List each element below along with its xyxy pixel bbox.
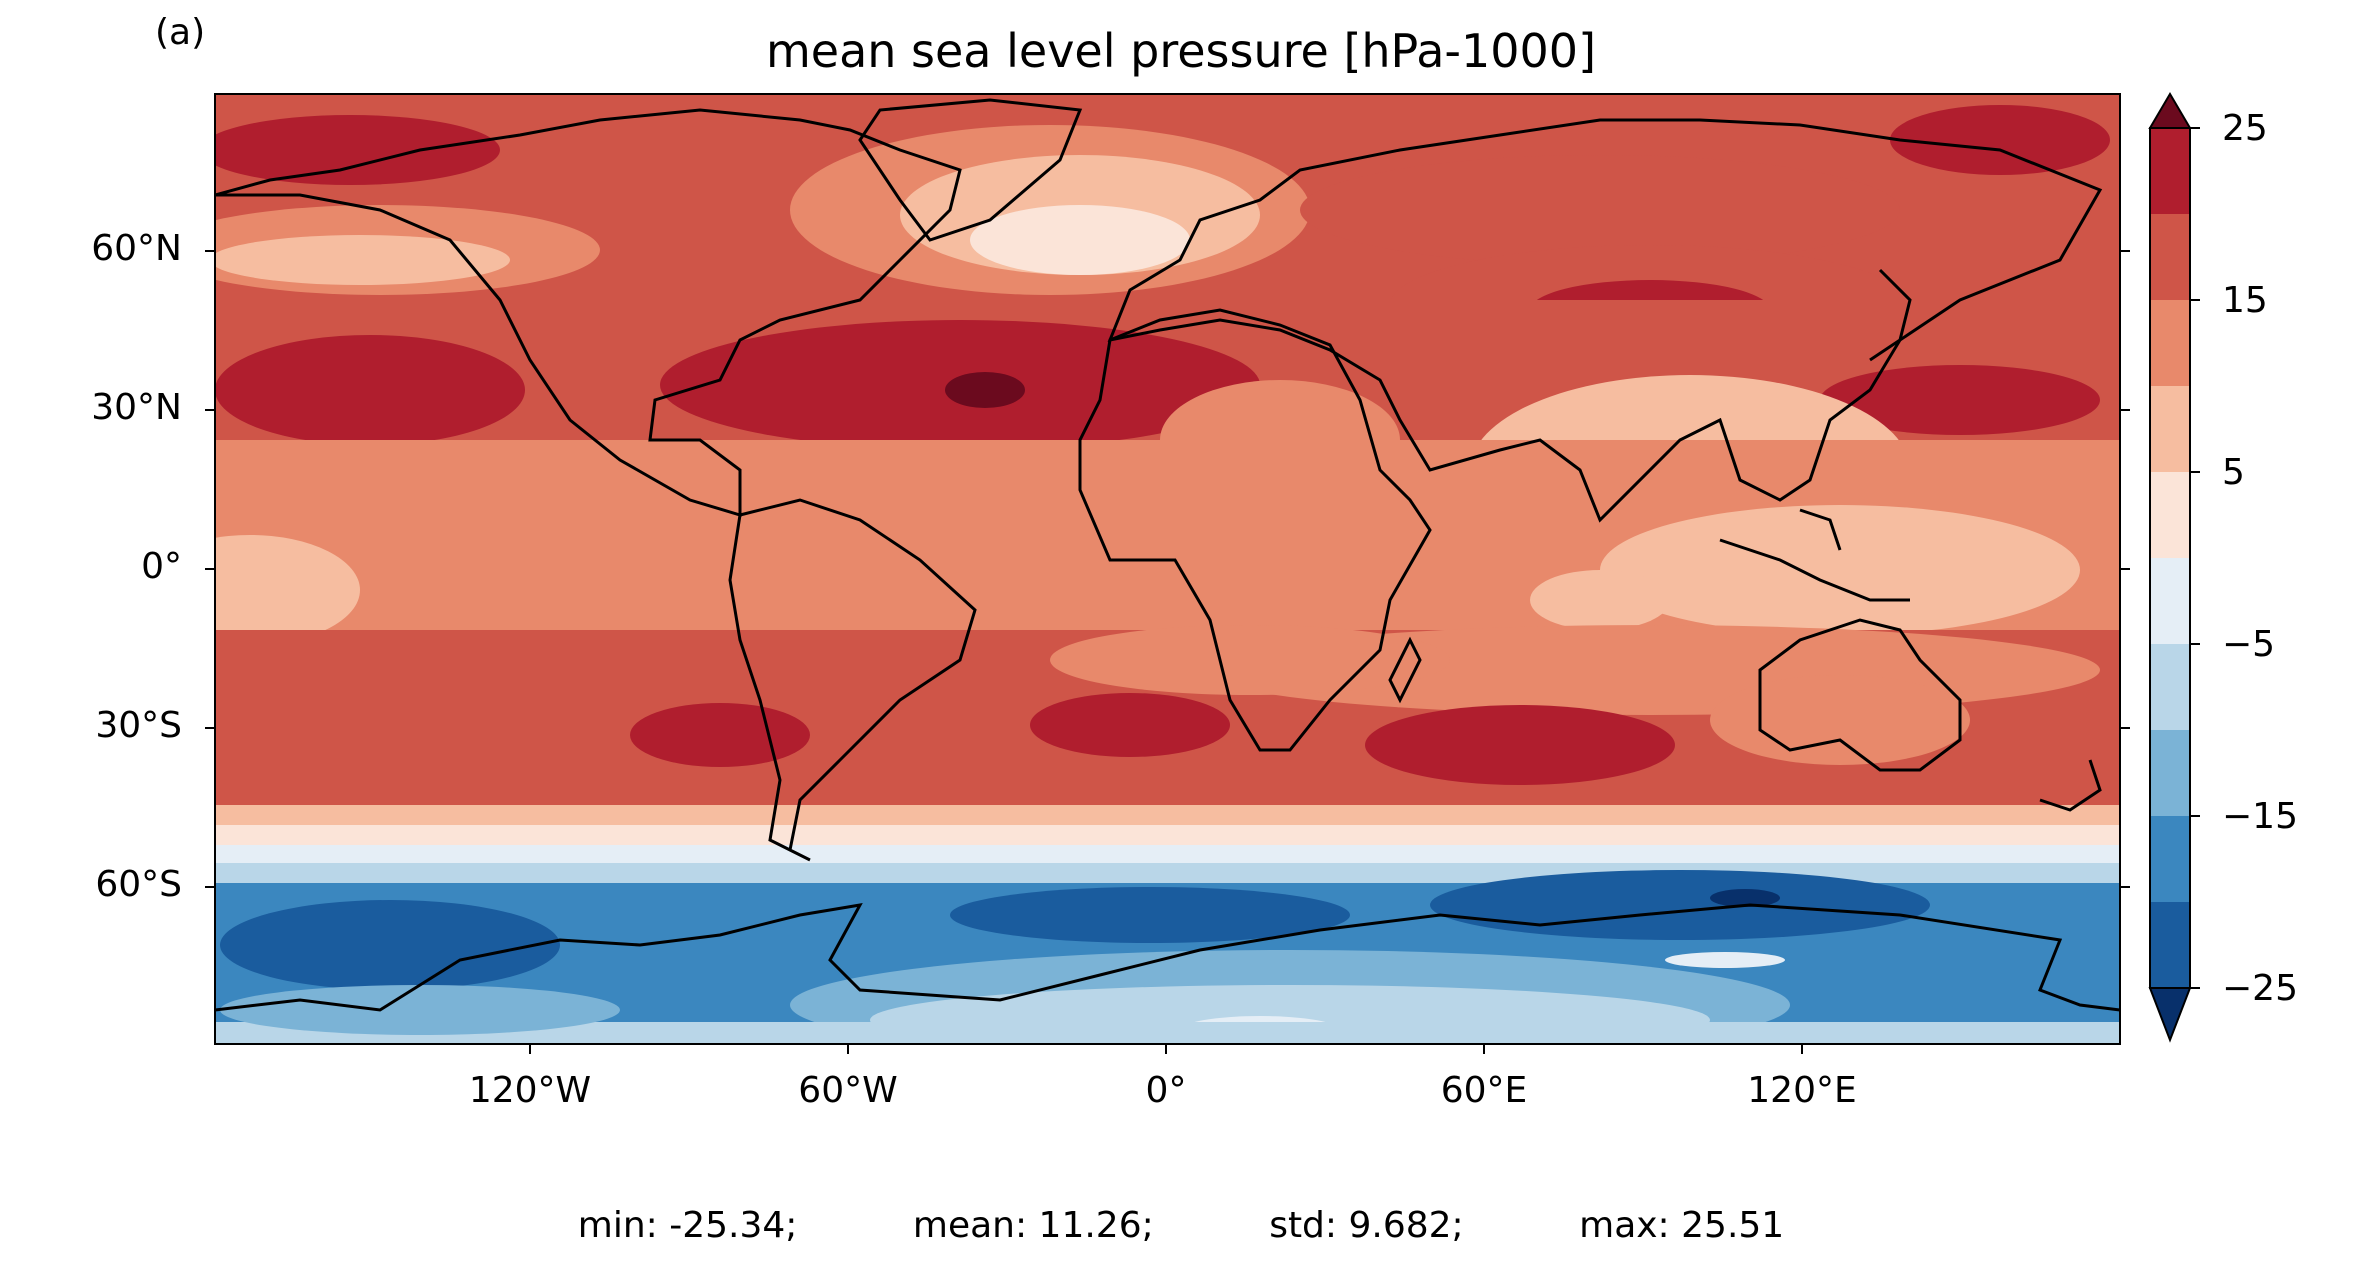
colorbar-tick-label: −5 (2222, 624, 2276, 665)
lat-tick-label: 60°N (91, 228, 182, 269)
lon-tick-label: 120°E (1747, 1070, 1857, 1111)
lon-tick-label: 120°W (468, 1070, 592, 1111)
lat-tick-label: 30°S (95, 705, 182, 746)
lon-tick-label: 60°W (798, 1070, 898, 1111)
panel-label: (a) (155, 12, 206, 53)
map-field (215, 94, 2120, 1044)
coastlines (215, 98, 2120, 1012)
colorbar-extend-top (2148, 92, 2192, 129)
stat-std: std: 9.682; (1269, 1205, 1464, 1246)
stat-max: max: 25.51 (1579, 1205, 1785, 1246)
colorbar-extend-bottom (2148, 987, 2192, 1043)
statistics-line: min: -25.34; mean: 11.26; std: 9.682; ma… (0, 1205, 2362, 1246)
map-title: mean sea level pressure [hPa-1000] (0, 24, 2362, 78)
lon-tick-label: 60°E (1440, 1070, 1528, 1111)
colorbar-tick-label: −15 (2222, 796, 2298, 837)
colorbar (2148, 92, 2200, 1043)
map-title-text: mean sea level pressure [hPa-1000] (765, 24, 1597, 78)
colorbar-tick-label: 15 (2222, 280, 2268, 321)
lat-tick-label: 60°S (95, 864, 182, 905)
stat-mean: mean: 11.26; (912, 1205, 1154, 1246)
stat-min: min: -25.34; (577, 1205, 798, 1246)
latitude-ticks (205, 250, 2130, 888)
longitude-ticks (529, 1044, 1803, 1054)
lat-tick-label: 30°N (91, 387, 182, 428)
colorbar-tick-label: −25 (2222, 968, 2298, 1009)
lat-tick-label: 0° (141, 546, 182, 587)
colorbar-tick-label: 5 (2222, 452, 2245, 493)
colorbar-tick-label: 25 (2222, 108, 2268, 149)
lon-tick-label: 0° (1145, 1070, 1187, 1111)
